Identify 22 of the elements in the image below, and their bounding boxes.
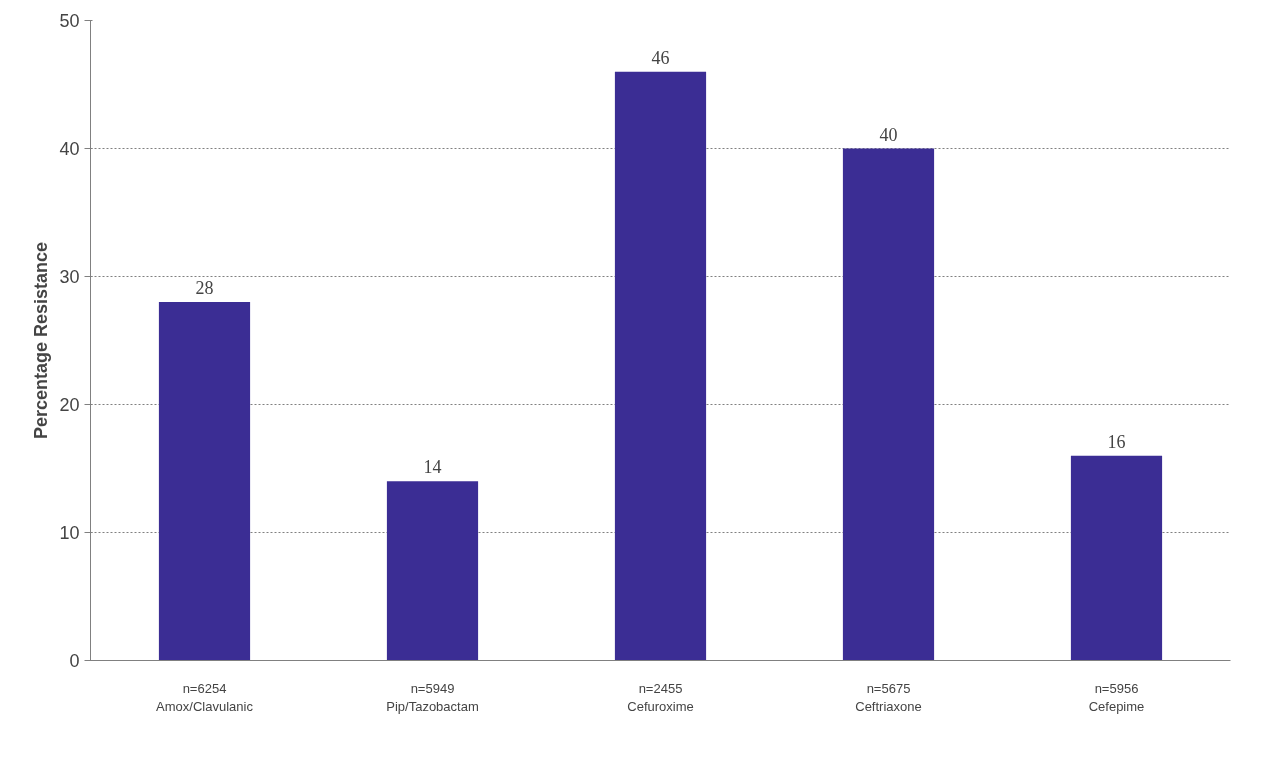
x-tick-label: n=5675 Ceftriaxone [855,680,922,714]
x-tick-label: n=6254 Amox/Clavulanic [156,680,254,714]
data-label: 28 [195,278,214,299]
bar [158,302,251,661]
y-tick-label: 30 [59,267,80,287]
y-tick-label: 20 [59,395,80,415]
data-label: 40 [879,124,898,145]
bar [386,481,479,661]
y-tick-label: 0 [69,651,80,671]
y-tick-label: 50 [59,11,80,31]
x-tick-label: n=5956 Cefepime [1088,680,1145,714]
data-label: 16 [1107,431,1126,452]
x-tick-label: n=5949 Pip/Tazobactam [386,680,479,714]
y-axis-title: Percentage Resistance [31,241,52,440]
bar [842,148,935,661]
y-tick-label: 40 [59,139,80,159]
y-tick-label: 10 [59,523,80,543]
bar [1070,455,1163,661]
data-label: 46 [651,47,670,68]
data-label: 14 [423,457,442,478]
bar [614,71,707,661]
x-tick-label: n=2455 Cefuroxime [627,680,694,714]
